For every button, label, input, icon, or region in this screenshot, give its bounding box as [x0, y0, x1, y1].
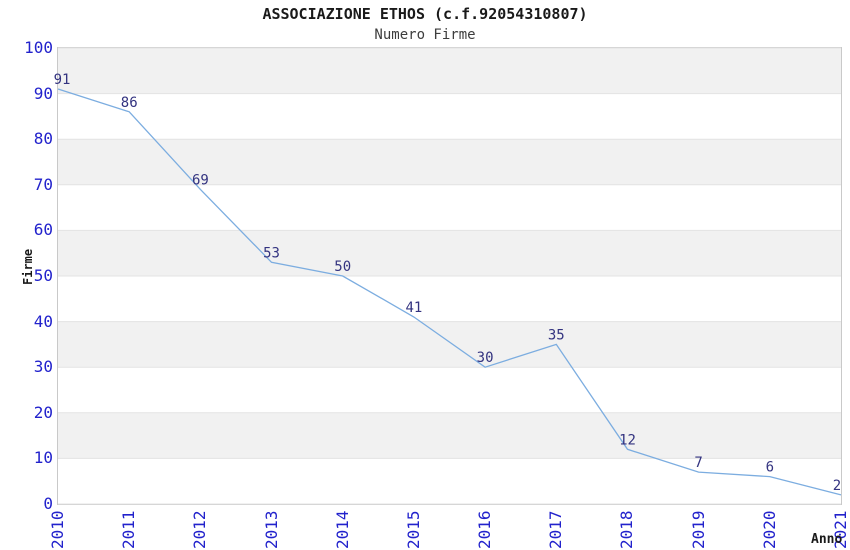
- point-label: 91: [54, 72, 71, 88]
- y-tick-label: 0: [43, 494, 53, 513]
- x-tick-label: 2018: [617, 510, 637, 549]
- x-tick-label: 2019: [688, 510, 708, 549]
- point-label: 50: [334, 259, 351, 275]
- y-tick-label: 70: [33, 174, 53, 194]
- plot-band: [58, 321, 841, 368]
- y-tick-label: 20: [33, 402, 53, 422]
- point-label: 7: [694, 455, 702, 471]
- y-tick-label: 50: [33, 266, 53, 285]
- point-label: 69: [192, 172, 209, 188]
- chart-subtitle: Numero Firme: [374, 27, 476, 43]
- plot-band: [58, 412, 841, 459]
- x-tick-label: 2016: [475, 510, 495, 549]
- x-tick-label: 2015: [403, 510, 423, 549]
- point-label: 53: [263, 245, 280, 261]
- point-label: 2: [833, 478, 841, 494]
- x-tick-label: 2012: [190, 510, 210, 549]
- point-label: 6: [766, 460, 774, 476]
- x-tick-label: 2011: [119, 510, 139, 549]
- point-label: 35: [548, 327, 565, 343]
- point-label: 12: [619, 432, 636, 448]
- plot-band: [58, 458, 841, 504]
- x-axis-title: Anno: [811, 532, 843, 547]
- x-tick-label: 2010: [48, 510, 67, 549]
- plot-band: [58, 276, 841, 322]
- point-label: 30: [477, 350, 494, 366]
- plot-band: [58, 48, 841, 94]
- point-label: 41: [405, 300, 422, 316]
- y-tick-label: 60: [33, 220, 53, 240]
- plot-band: [58, 184, 841, 231]
- y-tick-label: 100: [24, 38, 53, 57]
- data-line: [57, 88, 842, 496]
- x-tick-label: 2014: [332, 510, 352, 549]
- x-tick-label: 2020: [759, 510, 779, 549]
- y-tick-label: 10: [33, 448, 53, 468]
- line-chart-svg: 91 86 69 53 50 41 30 35 12 7 6 2: [54, 47, 842, 505]
- plot-band: [58, 367, 841, 413]
- y-tick-label: 40: [33, 311, 53, 331]
- y-tick-label: 30: [33, 357, 53, 377]
- chart-title: ASSOCIAZIONE ETHOS (c.f.92054310807): [262, 5, 588, 23]
- plot-band: [58, 93, 841, 140]
- x-tick-label: 2017: [546, 510, 566, 549]
- plot-band: [58, 230, 841, 276]
- x-tick-label: 2013: [261, 510, 281, 549]
- y-tick-label: 80: [33, 129, 53, 149]
- plot-area: 91 86 69 53 50 41 30 35 12 7 6 2: [54, 47, 842, 505]
- point-label: 86: [121, 95, 138, 111]
- y-tick-label: 90: [33, 83, 53, 103]
